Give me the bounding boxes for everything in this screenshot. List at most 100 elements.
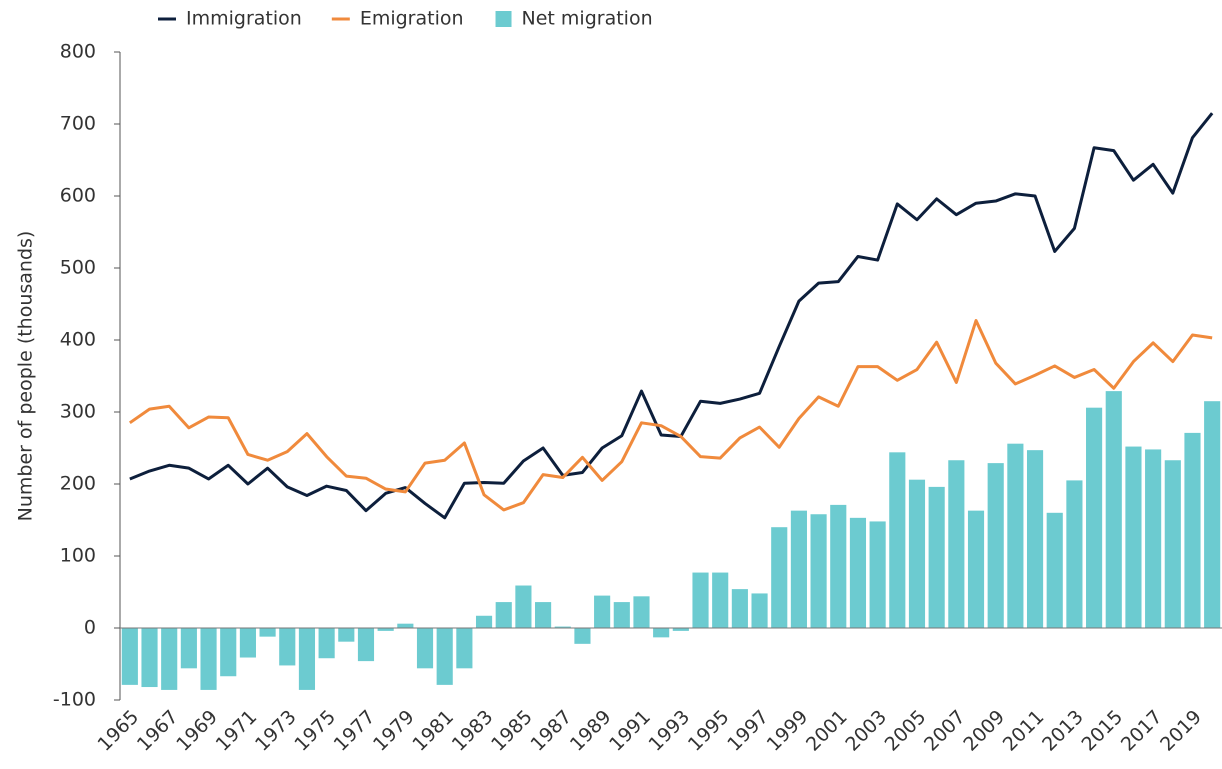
bar <box>456 628 473 669</box>
bar <box>653 628 670 638</box>
bar <box>672 628 689 631</box>
x-tick-label: 1997 <box>723 706 773 756</box>
bar <box>751 593 768 628</box>
bar <box>535 602 552 628</box>
x-tick-label: 1971 <box>212 706 262 756</box>
line-series <box>128 319 1213 512</box>
x-tick-label: 1989 <box>566 706 616 756</box>
x-tick-label: 1999 <box>763 706 813 756</box>
x-tick-label: 2007 <box>920 706 970 756</box>
bar <box>928 486 945 628</box>
legend-swatch <box>495 11 512 27</box>
x-tick-label: 2009 <box>959 706 1009 756</box>
bar <box>908 479 926 628</box>
bar <box>377 628 394 631</box>
x-tick-label: 1993 <box>645 706 695 756</box>
x-tick-label: 2005 <box>881 706 931 756</box>
x-tick-label: 2015 <box>1077 706 1127 756</box>
bar <box>692 572 709 628</box>
y-tick-label: -100 <box>53 689 96 711</box>
bar <box>515 585 532 628</box>
bar <box>1086 407 1103 628</box>
bar <box>554 626 571 628</box>
bar <box>1145 449 1162 628</box>
bar <box>1105 391 1122 628</box>
x-tick-label: 2013 <box>1038 706 1088 756</box>
bar <box>1184 432 1201 628</box>
bar <box>279 628 296 666</box>
x-tick-label: 1981 <box>408 706 458 756</box>
x-tick-label: 1991 <box>605 706 655 756</box>
bar <box>357 628 375 662</box>
x-tick-label: 1969 <box>172 706 222 756</box>
bar <box>613 602 630 628</box>
bar <box>594 595 611 628</box>
bar <box>771 527 788 628</box>
x-tick-label: 1973 <box>251 706 301 756</box>
bar <box>200 628 217 690</box>
bar <box>416 628 434 669</box>
bar <box>712 572 729 628</box>
x-tick-label: 1995 <box>684 706 734 756</box>
x-tick-label: 1965 <box>94 706 144 756</box>
bar <box>731 589 748 628</box>
y-tick-label: 0 <box>84 617 96 639</box>
bar <box>1026 450 1044 628</box>
bar <box>889 452 906 628</box>
bar <box>338 628 355 642</box>
x-tick-label: 1985 <box>487 706 537 756</box>
x-tick-label: 1977 <box>330 706 380 756</box>
bar <box>633 596 650 628</box>
legend-label: Emigration <box>360 8 464 30</box>
bar <box>1164 460 1181 628</box>
x-tick-label: 1983 <box>448 706 498 756</box>
x-tick-label: 2017 <box>1117 706 1167 756</box>
bar <box>1007 443 1024 628</box>
bar <box>967 510 985 628</box>
bar <box>397 623 414 628</box>
line-series <box>129 112 1214 520</box>
y-tick-label: 400 <box>60 329 96 351</box>
y-tick-label: 300 <box>60 401 96 423</box>
y-tick-label: 600 <box>60 185 96 207</box>
bar <box>318 628 335 659</box>
x-tick-label: 2003 <box>841 706 891 756</box>
bar <box>869 521 886 628</box>
bar <box>948 460 965 628</box>
x-tick-label: 1987 <box>526 706 576 756</box>
bar <box>830 504 847 628</box>
bar <box>1204 401 1221 628</box>
bar <box>987 463 1004 628</box>
bar <box>475 615 493 628</box>
x-tick-label: 2011 <box>999 706 1049 756</box>
bar <box>436 628 453 685</box>
bar <box>790 510 807 628</box>
bar <box>810 514 827 628</box>
bar <box>495 602 512 628</box>
bar <box>849 517 867 628</box>
y-tick-label: 800 <box>60 41 96 63</box>
x-tick-label: 2001 <box>802 706 852 756</box>
bar <box>574 628 591 644</box>
bar <box>180 628 197 669</box>
bar <box>239 628 256 658</box>
bar <box>1046 512 1063 628</box>
x-tick-label: 1967 <box>133 706 183 756</box>
bar <box>259 628 276 637</box>
x-tick-label: 1975 <box>290 706 340 756</box>
x-tick-label: 1979 <box>369 706 419 756</box>
bar <box>1066 480 1083 628</box>
bar <box>298 628 316 690</box>
y-tick-label: 100 <box>60 545 96 567</box>
y-tick-label: 500 <box>60 257 96 279</box>
bar <box>121 628 138 685</box>
bar <box>161 628 178 690</box>
bar <box>220 628 237 677</box>
x-tick-label: 2019 <box>1156 706 1206 756</box>
bar <box>141 628 158 688</box>
y-tick-label: 700 <box>60 113 96 135</box>
y-tick-label: 200 <box>60 473 96 495</box>
legend-label: Net migration <box>522 8 653 30</box>
